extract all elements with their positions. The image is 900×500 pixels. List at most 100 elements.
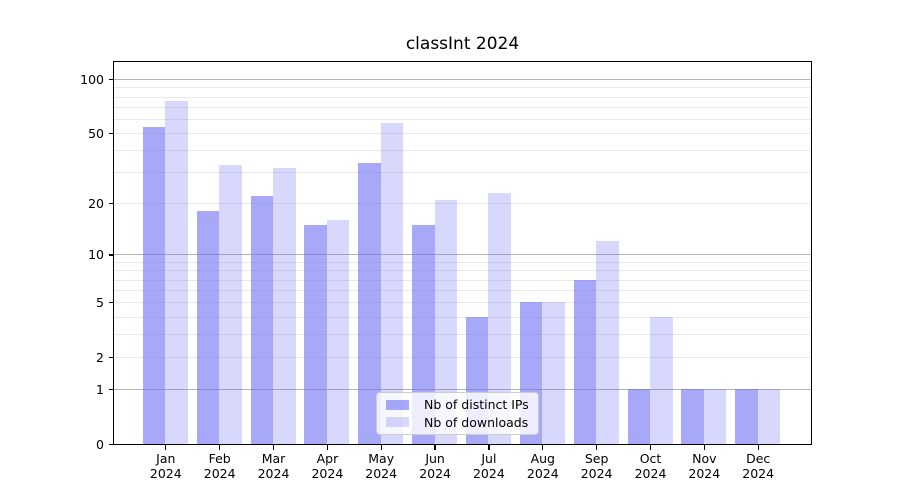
bar-jul-downloads bbox=[488, 192, 511, 444]
y-tick-label: 20 bbox=[88, 195, 104, 211]
bars-layer bbox=[114, 62, 811, 444]
x-tick-mark bbox=[165, 444, 167, 450]
legend-label-downloads: Nb of downloads bbox=[424, 414, 529, 430]
y-tick-mark bbox=[108, 132, 114, 135]
bar-feb-distinct-ips bbox=[196, 211, 220, 444]
x-tick-label-feb: Feb 2024 bbox=[188, 451, 252, 481]
month-line: Feb bbox=[208, 451, 231, 466]
y-tick-label: 5 bbox=[96, 294, 104, 310]
x-tick-label-may: May 2024 bbox=[349, 451, 413, 481]
year-line: 2024 bbox=[419, 466, 451, 481]
minor-gridline bbox=[114, 270, 811, 272]
y-tick-label: 0 bbox=[96, 436, 104, 452]
year-line: 2024 bbox=[580, 466, 613, 481]
bar-jun-downloads bbox=[434, 199, 458, 444]
y-tick-label: 100 bbox=[80, 71, 104, 87]
minor-gridline bbox=[114, 96, 811, 98]
y-tick-label: 50 bbox=[88, 125, 104, 141]
minor-gridline bbox=[114, 118, 811, 120]
minor-gridline bbox=[114, 203, 811, 205]
year-line: 2024 bbox=[634, 466, 667, 481]
x-tick-mark bbox=[542, 444, 544, 450]
x-tick-label-jul: Jul 2024 bbox=[457, 451, 521, 481]
y-tick-label: 10 bbox=[88, 246, 104, 262]
bar-apr-downloads bbox=[326, 219, 350, 444]
bar-aug-downloads bbox=[542, 302, 565, 444]
year-line: 2024 bbox=[688, 466, 721, 481]
bar-sep-distinct-ips bbox=[573, 279, 597, 444]
month-line: Oct bbox=[639, 451, 662, 466]
month-line: May bbox=[368, 451, 395, 466]
minor-gridline bbox=[114, 87, 811, 89]
year-line: 2024 bbox=[311, 466, 344, 481]
year-line: 2024 bbox=[203, 466, 236, 481]
x-tick-mark bbox=[703, 444, 705, 450]
minor-gridline bbox=[114, 316, 811, 318]
bar-oct-distinct-ips bbox=[627, 389, 650, 444]
minor-gridline bbox=[114, 172, 811, 174]
minor-gridline bbox=[114, 150, 811, 152]
minor-gridline bbox=[114, 334, 811, 336]
bar-dec-downloads bbox=[757, 389, 781, 444]
month-line: Mar bbox=[261, 451, 286, 466]
bar-apr-distinct-ips bbox=[304, 224, 327, 444]
bar-feb-downloads bbox=[219, 165, 242, 444]
legend: Nb of distinct IPs Nb of downloads bbox=[376, 392, 539, 435]
x-tick-mark bbox=[326, 444, 329, 450]
y-tick-mark bbox=[108, 203, 114, 205]
major-gridline bbox=[114, 79, 811, 80]
year-line: 2024 bbox=[149, 466, 182, 481]
year-line: 2024 bbox=[742, 466, 775, 481]
minor-gridline bbox=[114, 279, 811, 281]
bar-mar-distinct-ips bbox=[250, 196, 273, 444]
plot-area: Nb of distinct IPs Nb of downloads bbox=[113, 61, 812, 445]
year-line: 2024 bbox=[472, 466, 505, 481]
year-line: 2024 bbox=[526, 466, 559, 481]
y-tick-mark bbox=[108, 356, 114, 359]
month-line: Aug bbox=[530, 451, 555, 466]
month-line: Jun bbox=[425, 451, 445, 466]
x-tick-mark bbox=[272, 444, 275, 450]
x-tick-mark bbox=[757, 444, 759, 450]
bar-dec-distinct-ips bbox=[735, 389, 758, 444]
bar-jan-distinct-ips bbox=[142, 127, 166, 444]
x-tick-mark bbox=[595, 444, 598, 450]
x-tick-mark bbox=[380, 444, 382, 450]
minor-gridline bbox=[114, 133, 811, 135]
legend-swatch-downloads bbox=[386, 417, 409, 428]
x-tick-label-jan: Jan 2024 bbox=[134, 451, 198, 481]
x-tick-mark bbox=[488, 444, 490, 450]
year-line: 2024 bbox=[365, 466, 398, 481]
month-line: Jul bbox=[481, 451, 497, 466]
minor-gridline bbox=[114, 290, 811, 292]
y-tick-mark bbox=[108, 389, 114, 391]
major-gridline bbox=[114, 389, 811, 391]
grid-layer bbox=[114, 62, 811, 444]
y-tick-label: 2 bbox=[96, 349, 104, 365]
legend-item-distinct-ips: Nb of distinct IPs bbox=[386, 397, 532, 412]
bar-sep-downloads bbox=[596, 241, 619, 444]
bar-jan-downloads bbox=[165, 100, 188, 444]
x-tick-mark bbox=[649, 444, 652, 450]
legend-label-distinct-ips: Nb of distinct IPs bbox=[424, 397, 529, 413]
y-tick-mark bbox=[108, 78, 114, 81]
x-tick-label-oct: Oct 2024 bbox=[619, 451, 683, 481]
bar-may-distinct-ips bbox=[358, 162, 381, 444]
x-tick-label-apr: Apr 2024 bbox=[295, 451, 359, 481]
minor-gridline bbox=[114, 357, 811, 359]
y-tick-label: 1 bbox=[96, 381, 104, 397]
year-line: 2024 bbox=[257, 466, 290, 481]
x-tick-mark bbox=[219, 444, 221, 450]
minor-gridline bbox=[114, 106, 811, 108]
x-tick-label-mar: Mar 2024 bbox=[242, 451, 306, 481]
y-tick-mark bbox=[108, 443, 114, 446]
x-tick-label-nov: Nov 2024 bbox=[672, 451, 736, 481]
x-tick-label-jun: Jun 2024 bbox=[403, 451, 467, 481]
month-line: Dec bbox=[746, 451, 771, 466]
chart-title: classInt 2024 bbox=[405, 34, 520, 54]
bar-nov-downloads bbox=[703, 389, 727, 444]
major-gridline bbox=[114, 254, 811, 256]
bar-may-downloads bbox=[380, 122, 404, 444]
legend-swatch-distinct-ips bbox=[386, 399, 409, 410]
